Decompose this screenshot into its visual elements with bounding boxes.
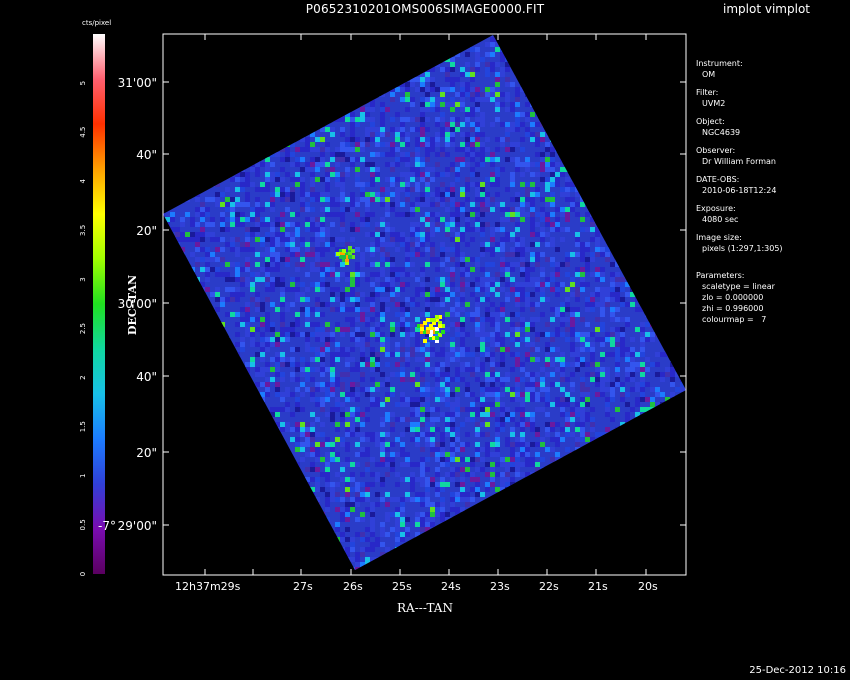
info-label: Exposure: bbox=[696, 204, 736, 213]
task-name: implot vimplot bbox=[723, 2, 810, 16]
colorbar-tick-label: 2 bbox=[79, 375, 87, 379]
x-tick-label: 22s bbox=[539, 580, 559, 593]
x-tick-label: 26s bbox=[343, 580, 363, 593]
info-group: DATE-OBS: 2010-06-18T12:24 bbox=[696, 174, 846, 196]
x-tick-label: 20s bbox=[638, 580, 658, 593]
central-source bbox=[417, 315, 445, 343]
info-label: Filter: bbox=[696, 88, 719, 97]
colorbar-tick-label: 0 bbox=[79, 572, 87, 576]
parameter-line: scaletype = linear bbox=[702, 282, 775, 291]
info-value: Dr William Forman bbox=[702, 157, 776, 166]
info-value: UVM2 bbox=[702, 99, 726, 108]
info-group: Filter: UVM2 bbox=[696, 87, 846, 109]
info-label: Instrument: bbox=[696, 59, 743, 68]
info-value: 2010-06-18T12:24 bbox=[702, 186, 777, 195]
colorbar-tick-label: 3 bbox=[79, 277, 87, 281]
info-label: Image size: bbox=[696, 233, 742, 242]
parameters-group: Parameters: scaletype = linear zlo = 0.000… bbox=[696, 270, 846, 325]
info-group: Image size: pixels (1:297,1:305) bbox=[696, 232, 846, 254]
y-axis-label: DEC--TAN bbox=[126, 275, 139, 335]
colorbar-tick-label: 0.5 bbox=[79, 519, 87, 530]
colorbar-tick-label: 1.5 bbox=[79, 421, 87, 432]
x-axis-label: RA---TAN bbox=[397, 601, 453, 615]
x-tick-label: 24s bbox=[441, 580, 461, 593]
x-tick-label: 25s bbox=[392, 580, 412, 593]
x-axis: 12h37m29s 27s 26s 25s 24s 23s 22s 21s 20s bbox=[175, 34, 658, 593]
y-tick-label: 29'00" bbox=[118, 519, 157, 533]
plot-frame bbox=[162, 33, 687, 576]
y-tick-label: 40" bbox=[136, 370, 157, 384]
colorbar-tick-label: 4 bbox=[79, 179, 87, 184]
info-group: Object: NGC4639 bbox=[696, 116, 846, 138]
info-label: DATE-OBS: bbox=[696, 175, 740, 184]
info-panel: Instrument: OM Filter: UVM2 Object: NGC4639 Ob… bbox=[696, 58, 846, 332]
timestamp: 25-Dec-2012 10:16 bbox=[749, 665, 846, 676]
colorbar-gradient bbox=[93, 34, 105, 574]
y-tick-label: 20" bbox=[136, 446, 157, 460]
colorbar-tick-label: 1 bbox=[79, 474, 87, 478]
parameter-line: zhi = 0.996000 bbox=[702, 304, 764, 313]
y-tick-label: 30'00" bbox=[118, 297, 157, 311]
colorbar: 0 0.5 1 1.5 2 2.5 3 3.5 4 4.5 5 bbox=[79, 34, 105, 576]
x-tick-label: 12h37m29s bbox=[175, 580, 241, 593]
info-label: Object: bbox=[696, 117, 725, 126]
info-value: 4080 sec bbox=[702, 215, 739, 224]
x-tick-label: 23s bbox=[490, 580, 510, 593]
x-tick-label: 27s bbox=[293, 580, 313, 593]
info-value: NGC4639 bbox=[702, 128, 741, 137]
y-axis: 31'00" 40" 20" 30'00" 40" 20" 29'00"-7° bbox=[98, 76, 686, 533]
info-group: Instrument: OM bbox=[696, 58, 846, 80]
info-value: OM bbox=[702, 70, 716, 79]
colorbar-tick-label: 2.5 bbox=[79, 323, 87, 334]
colorbar-tick-label: 4.5 bbox=[79, 127, 87, 138]
y-tick-label: 20" bbox=[136, 224, 157, 238]
x-tick-label: 21s bbox=[588, 580, 608, 593]
info-group: Observer: Dr William Forman bbox=[696, 145, 846, 167]
secondary-source bbox=[336, 246, 355, 265]
parameters-label: Parameters: bbox=[696, 271, 745, 280]
y-tick-label: 40" bbox=[136, 148, 157, 162]
colorbar-tick-label: 3.5 bbox=[79, 225, 87, 236]
y-tick-label: 31'00" bbox=[118, 76, 157, 90]
sky-image bbox=[163, 35, 686, 570]
info-group: Exposure: 4080 sec bbox=[696, 203, 846, 225]
plot-title: P0652310201OMS006SIMAGE0000.FIT bbox=[305, 2, 545, 16]
colorbar-title: cts/pixel bbox=[82, 19, 112, 27]
colorbar-tick-label: 5 bbox=[79, 81, 87, 85]
parameter-line: colourmap = 7 bbox=[702, 315, 767, 324]
info-value: pixels (1:297,1:305) bbox=[702, 244, 783, 253]
info-label: Observer: bbox=[696, 146, 736, 155]
parameter-line: zlo = 0.000000 bbox=[702, 293, 764, 302]
y-tick-prefix: -7° bbox=[98, 519, 116, 533]
